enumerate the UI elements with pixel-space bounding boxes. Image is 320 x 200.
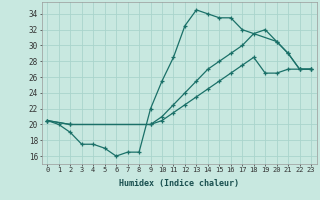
X-axis label: Humidex (Indice chaleur): Humidex (Indice chaleur) bbox=[119, 179, 239, 188]
